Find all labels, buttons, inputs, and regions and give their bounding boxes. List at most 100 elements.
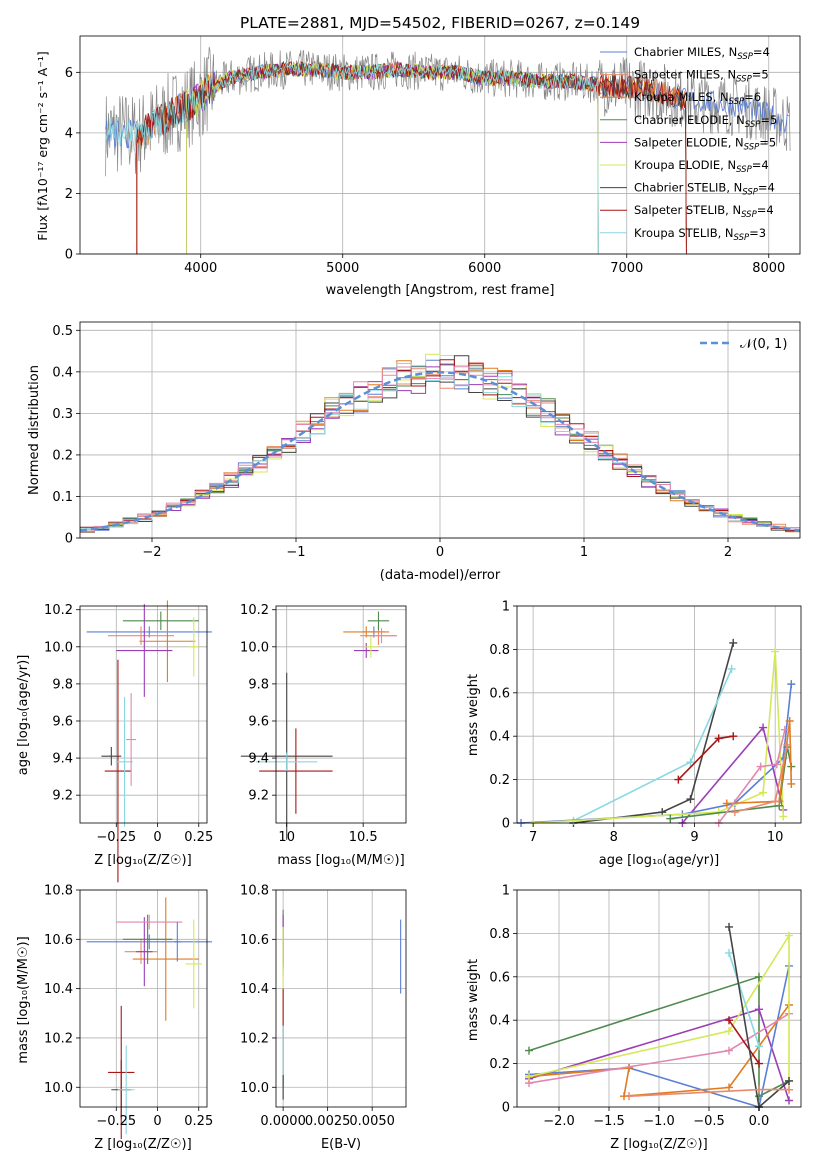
spectrum-ytick-label: 2 xyxy=(65,187,73,202)
age-Z-ytick-label: 10.2 xyxy=(44,603,73,618)
weight-point xyxy=(525,1072,533,1081)
weight-point xyxy=(787,779,796,788)
weight-Z-ytick-label: 0 xyxy=(502,1101,510,1116)
mass-EBV-ytick-label: 10.4 xyxy=(240,982,269,997)
weight-series-line xyxy=(533,651,785,824)
spectrum-xlabel: wavelength [Angstrom, rest frame] xyxy=(326,283,555,298)
residual-histogram xyxy=(80,353,800,532)
mass-Z-ytick-label: 10.8 xyxy=(44,884,73,899)
weight-point xyxy=(725,1083,733,1092)
weight-point xyxy=(725,1016,733,1025)
weight-point xyxy=(783,740,792,749)
weight-point xyxy=(755,1085,763,1094)
age-Z-ytick-label: 9.8 xyxy=(52,677,73,692)
mass-EBV-ytick-label: 10.2 xyxy=(240,1031,269,1046)
weight-point xyxy=(686,795,695,804)
weight-point xyxy=(759,723,768,732)
mass-EBV-xtick-label: 0.0025 xyxy=(305,1114,351,1129)
weight-point xyxy=(759,788,768,797)
age-Z-ytick-label: 9.4 xyxy=(52,752,73,767)
spectrum-model-line xyxy=(186,61,599,255)
age-mass-ytick-label: 9.6 xyxy=(248,714,269,729)
mass-Z-ytick-label: 10.0 xyxy=(44,1081,73,1096)
legend-label: Kroupa MILES, NSSP=6 xyxy=(634,90,761,107)
weight-age-ylabel: mass weight xyxy=(466,674,481,756)
weight-point xyxy=(722,799,731,808)
residuals-xtick-label: 1 xyxy=(580,545,588,560)
weight-Z-ytick-label: 1 xyxy=(502,884,510,899)
spectrum-model-line xyxy=(186,61,599,255)
weight-age-ytick-label: 1 xyxy=(502,600,510,615)
mass-EBV-xlabel: E(B-V) xyxy=(321,1137,361,1152)
mass-Z-xlabel: Z [log₁₀(Z/Z☉)] xyxy=(94,1137,191,1152)
weight-point xyxy=(771,797,780,806)
residuals-ytick-label: 0.2 xyxy=(52,448,73,463)
weight-age-ytick-label: 0.8 xyxy=(489,643,510,658)
legend-label: Chabrier ELODIE, NSSP=5 xyxy=(634,113,777,130)
residuals-ytick-label: 0.3 xyxy=(52,407,73,422)
residuals-panel: −2 −1 0 1 2 0 0.1 0.2 0.3 0.4 0.5 𝒩(0, 1) (data-mo… xyxy=(27,321,801,583)
legend-label: Salpeter ELODIE, NSSP=5 xyxy=(634,135,776,152)
weight-Z-xlabel: Z [log₁₀(Z/Z☉)] xyxy=(610,1137,707,1152)
age-mass-axes xyxy=(275,605,407,824)
weight-age-xtick-label: 7 xyxy=(529,830,537,845)
mass-Z-ytick-label: 10.4 xyxy=(44,982,73,997)
mass-Z-xtick-label: 0.25 xyxy=(184,1114,213,1129)
spectrum-legend: Chabrier MILES, NSSP=4 Salpeter MILES, NS… xyxy=(600,45,777,243)
mass-EBV-ytick-label: 10.0 xyxy=(240,1081,269,1096)
residuals-xlabel: (data-model)/error xyxy=(380,568,501,583)
weight-point xyxy=(729,638,738,647)
weight-age-ytick-label: 0.6 xyxy=(489,686,510,701)
weight-point xyxy=(785,1096,793,1105)
spectrum-xtick-label: 8000 xyxy=(752,261,785,276)
legend-label: Kroupa STELIB, NSSP=3 xyxy=(634,226,766,243)
weight-series-line xyxy=(528,932,790,1090)
legend-label: Salpeter STELIB, NSSP=4 xyxy=(634,203,774,220)
age-Z-xlabel: Z [log₁₀(Z/Z☉)] xyxy=(94,853,191,868)
gaussian-curve xyxy=(79,371,801,532)
spectrum-xtick-label: 4000 xyxy=(184,261,217,276)
weight-age-axes xyxy=(516,605,802,824)
weight-point xyxy=(730,808,739,817)
residuals-xtick-label: 2 xyxy=(724,545,732,560)
weight-point xyxy=(686,758,695,767)
spectrum-model-line xyxy=(105,61,599,255)
weight-point xyxy=(725,1046,733,1055)
weight-point xyxy=(525,1046,533,1055)
age-Z-panel: −0.25 0 0.25 9.2 9.4 9.6 9.8 10.0 10.2 xyxy=(44,600,213,883)
weight-point xyxy=(714,734,723,743)
spectrum-ytick-label: 4 xyxy=(65,126,73,141)
age-Z-ytick-label: 10.0 xyxy=(44,640,73,655)
residuals-ytick-label: 0.1 xyxy=(52,490,73,505)
weight-age-ytick-label: 0 xyxy=(502,817,510,832)
weight-Z-ytick-label: 0.8 xyxy=(489,927,510,942)
weight-Z-xtick-label: −0.5 xyxy=(693,1114,725,1129)
weight-Z-ytick-label: 0.2 xyxy=(489,1057,510,1072)
age-mass-ytick-label: 9.4 xyxy=(248,752,269,767)
weight-Z-ytick-label: 0.6 xyxy=(489,970,510,985)
legend-label: Chabrier MILES, NSSP=4 xyxy=(634,45,770,62)
mass-EBV-ytick-label: 10.6 xyxy=(240,933,269,948)
mass-Z-ytick-label: 10.2 xyxy=(44,1031,73,1046)
weight-series-line xyxy=(728,1019,760,1065)
weight-series-line xyxy=(718,729,786,824)
mass-EBV-xtick-label: 0.0000 xyxy=(260,1114,306,1129)
age-Z-xtick-label: 0 xyxy=(153,830,161,845)
age-Z-axes xyxy=(79,605,208,824)
mass-Z-xtick-label: −0.25 xyxy=(96,1114,136,1129)
weight-point xyxy=(755,1005,763,1014)
weight-series-line xyxy=(528,965,790,1109)
weight-Z-xtick-label: −1.5 xyxy=(593,1114,625,1129)
weight-point xyxy=(755,1042,763,1051)
weight-Z-ylabel: mass weight xyxy=(466,959,481,1041)
weight-point xyxy=(756,762,765,771)
weight-Z-xtick-label: −1.0 xyxy=(643,1114,675,1129)
weight-point xyxy=(666,814,675,823)
residual-histogram xyxy=(80,355,800,533)
legend-label: Chabrier STELIB, NSSP=4 xyxy=(634,181,775,198)
residuals-ytick-label: 0.5 xyxy=(52,324,73,339)
mass-Z-ylabel: mass [log₁₀(M/M☉)] xyxy=(16,936,31,1063)
weight-point xyxy=(729,732,738,741)
weight-point xyxy=(771,647,780,656)
weight-point xyxy=(755,972,763,981)
